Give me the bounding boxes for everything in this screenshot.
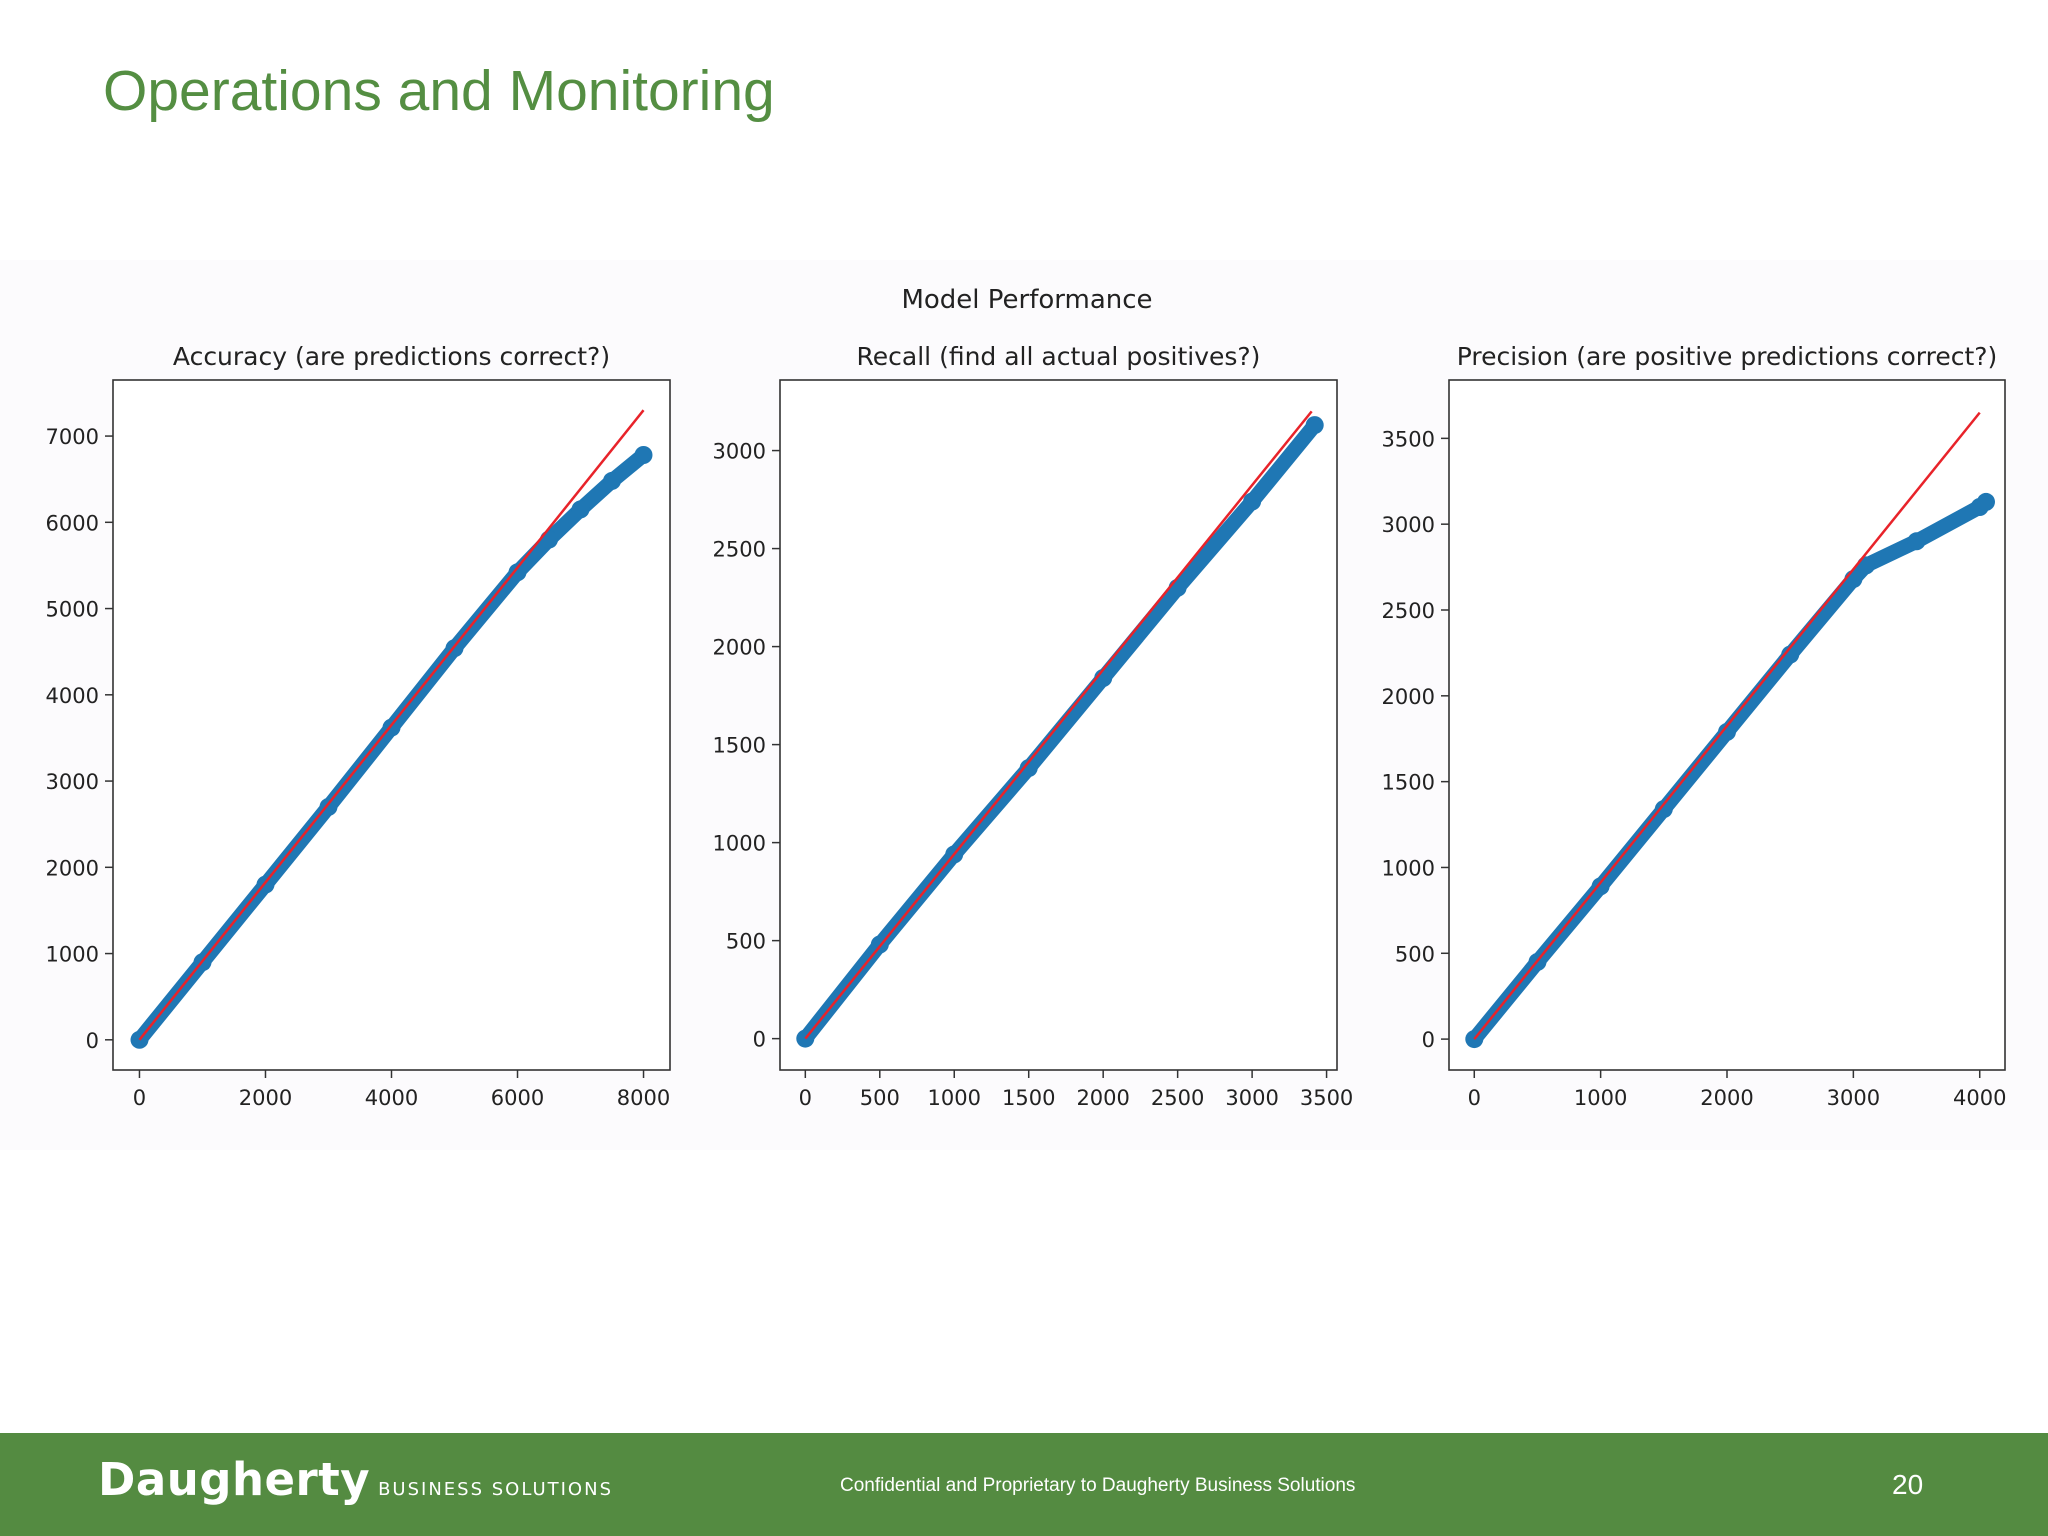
reference-line [1473, 411, 1981, 1040]
slide-title: Operations and Monitoring [103, 59, 775, 123]
data-point [634, 446, 653, 464]
x-tick-label: 1000 [928, 1086, 981, 1110]
chart-panel-1: Accuracy (are predictions correct?) 0 2000… [46, 342, 671, 1110]
data-point [508, 563, 527, 582]
y-tick-label: 1000 [46, 943, 99, 967]
y-tick-label: 500 [1395, 942, 1435, 966]
logo-main-text: Daugherty [98, 1453, 371, 1506]
y-tick-label: 4000 [46, 684, 99, 708]
x-tick-label: 0 [133, 1086, 146, 1110]
data-point [1844, 570, 1863, 589]
x-tick-label: 2000 [239, 1086, 292, 1110]
x-tick-label: 0 [799, 1086, 812, 1110]
x-tick-label: 4000 [1953, 1086, 2006, 1110]
data-point [540, 530, 558, 549]
x-tick-label: 4000 [365, 1086, 418, 1110]
y-tick-label: 2000 [46, 856, 99, 880]
y-tick-label: 5000 [46, 598, 99, 622]
x-tick-label: 3000 [1827, 1086, 1880, 1110]
y-tick-label: 3000 [46, 770, 99, 794]
data-point [1654, 800, 1673, 819]
chart-title: Recall (find all actual positives?) [857, 342, 1261, 371]
data-point [603, 471, 621, 490]
chart-title: Accuracy (are predictions correct?) [173, 342, 610, 371]
data-point [1168, 578, 1187, 597]
y-tick-label: 3000 [1382, 513, 1435, 537]
data-point [319, 797, 338, 816]
x-tick-label: 3500 [1300, 1086, 1353, 1110]
y-tick-label: 3500 [1382, 427, 1435, 451]
y-tick-label: 2500 [713, 538, 766, 562]
reference-line [804, 410, 1313, 1040]
y-tick-label: 6000 [46, 511, 99, 535]
data-point [1305, 416, 1324, 435]
data-point [1243, 492, 1262, 511]
y-tick-label: 2500 [1382, 599, 1435, 623]
data-point [571, 500, 590, 519]
page-number: 20 [1892, 1469, 1924, 1500]
data-point [1907, 532, 1926, 551]
y-tick-label: 1500 [713, 734, 766, 758]
y-tick-label: 0 [753, 1028, 766, 1052]
y-tick-label: 2000 [1382, 685, 1435, 709]
x-tick-label: 3000 [1225, 1086, 1278, 1110]
figure-svg: Model Performance Accuracy (are predicti… [46, 285, 2007, 1110]
y-tick-label: 500 [726, 930, 766, 954]
footer: Daugherty BUSINESS SOLUTIONS Confidential… [0, 1433, 2048, 1536]
y-tick-label: 0 [86, 1029, 99, 1053]
figure-title: Model Performance [901, 285, 1152, 315]
y-tick-label: 7000 [46, 425, 99, 449]
company-logo: Daugherty BUSINESS SOLUTIONS [98, 1453, 613, 1506]
plot-frame [779, 379, 1338, 1071]
y-tick-label: 3000 [713, 440, 766, 464]
y-tick-label: 1000 [1382, 856, 1435, 880]
x-tick-label: 500 [860, 1086, 900, 1110]
confidential-notice: Confidential and Proprietary to Daughert… [840, 1475, 1356, 1496]
y-tick-label: 0 [1422, 1028, 1435, 1052]
chart-title: Precision (are positive predictions corr… [1457, 342, 1998, 371]
y-tick-label: 1000 [713, 832, 766, 856]
logo-sub-text: BUSINESS SOLUTIONS [378, 1479, 613, 1500]
x-tick-label: 0 [1468, 1086, 1481, 1110]
x-tick-label: 2500 [1151, 1086, 1204, 1110]
x-tick-label: 2000 [1076, 1086, 1129, 1110]
reference-line [138, 409, 645, 1041]
chart-panel-3: Precision (are positive predictions corr… [1382, 342, 2007, 1110]
y-tick-label: 1500 [1382, 771, 1435, 795]
x-tick-label: 1000 [1574, 1086, 1627, 1110]
data-point [1591, 877, 1610, 896]
x-tick-label: 2000 [1700, 1086, 1753, 1110]
model-performance-figure: Model Performance Accuracy (are predicti… [0, 260, 2048, 1150]
x-tick-label: 6000 [491, 1086, 544, 1110]
data-point [1857, 556, 1875, 575]
x-tick-label: 1500 [1002, 1086, 1055, 1110]
chart-panel-2: Recall (find all actual positives?) 0 500 1… [713, 342, 1354, 1110]
data-point [1019, 759, 1038, 778]
x-tick-label: 8000 [617, 1086, 670, 1110]
y-tick-label: 2000 [713, 636, 766, 660]
data-point [1977, 492, 1995, 511]
data-point [1718, 722, 1736, 741]
data-point [1781, 645, 1800, 664]
